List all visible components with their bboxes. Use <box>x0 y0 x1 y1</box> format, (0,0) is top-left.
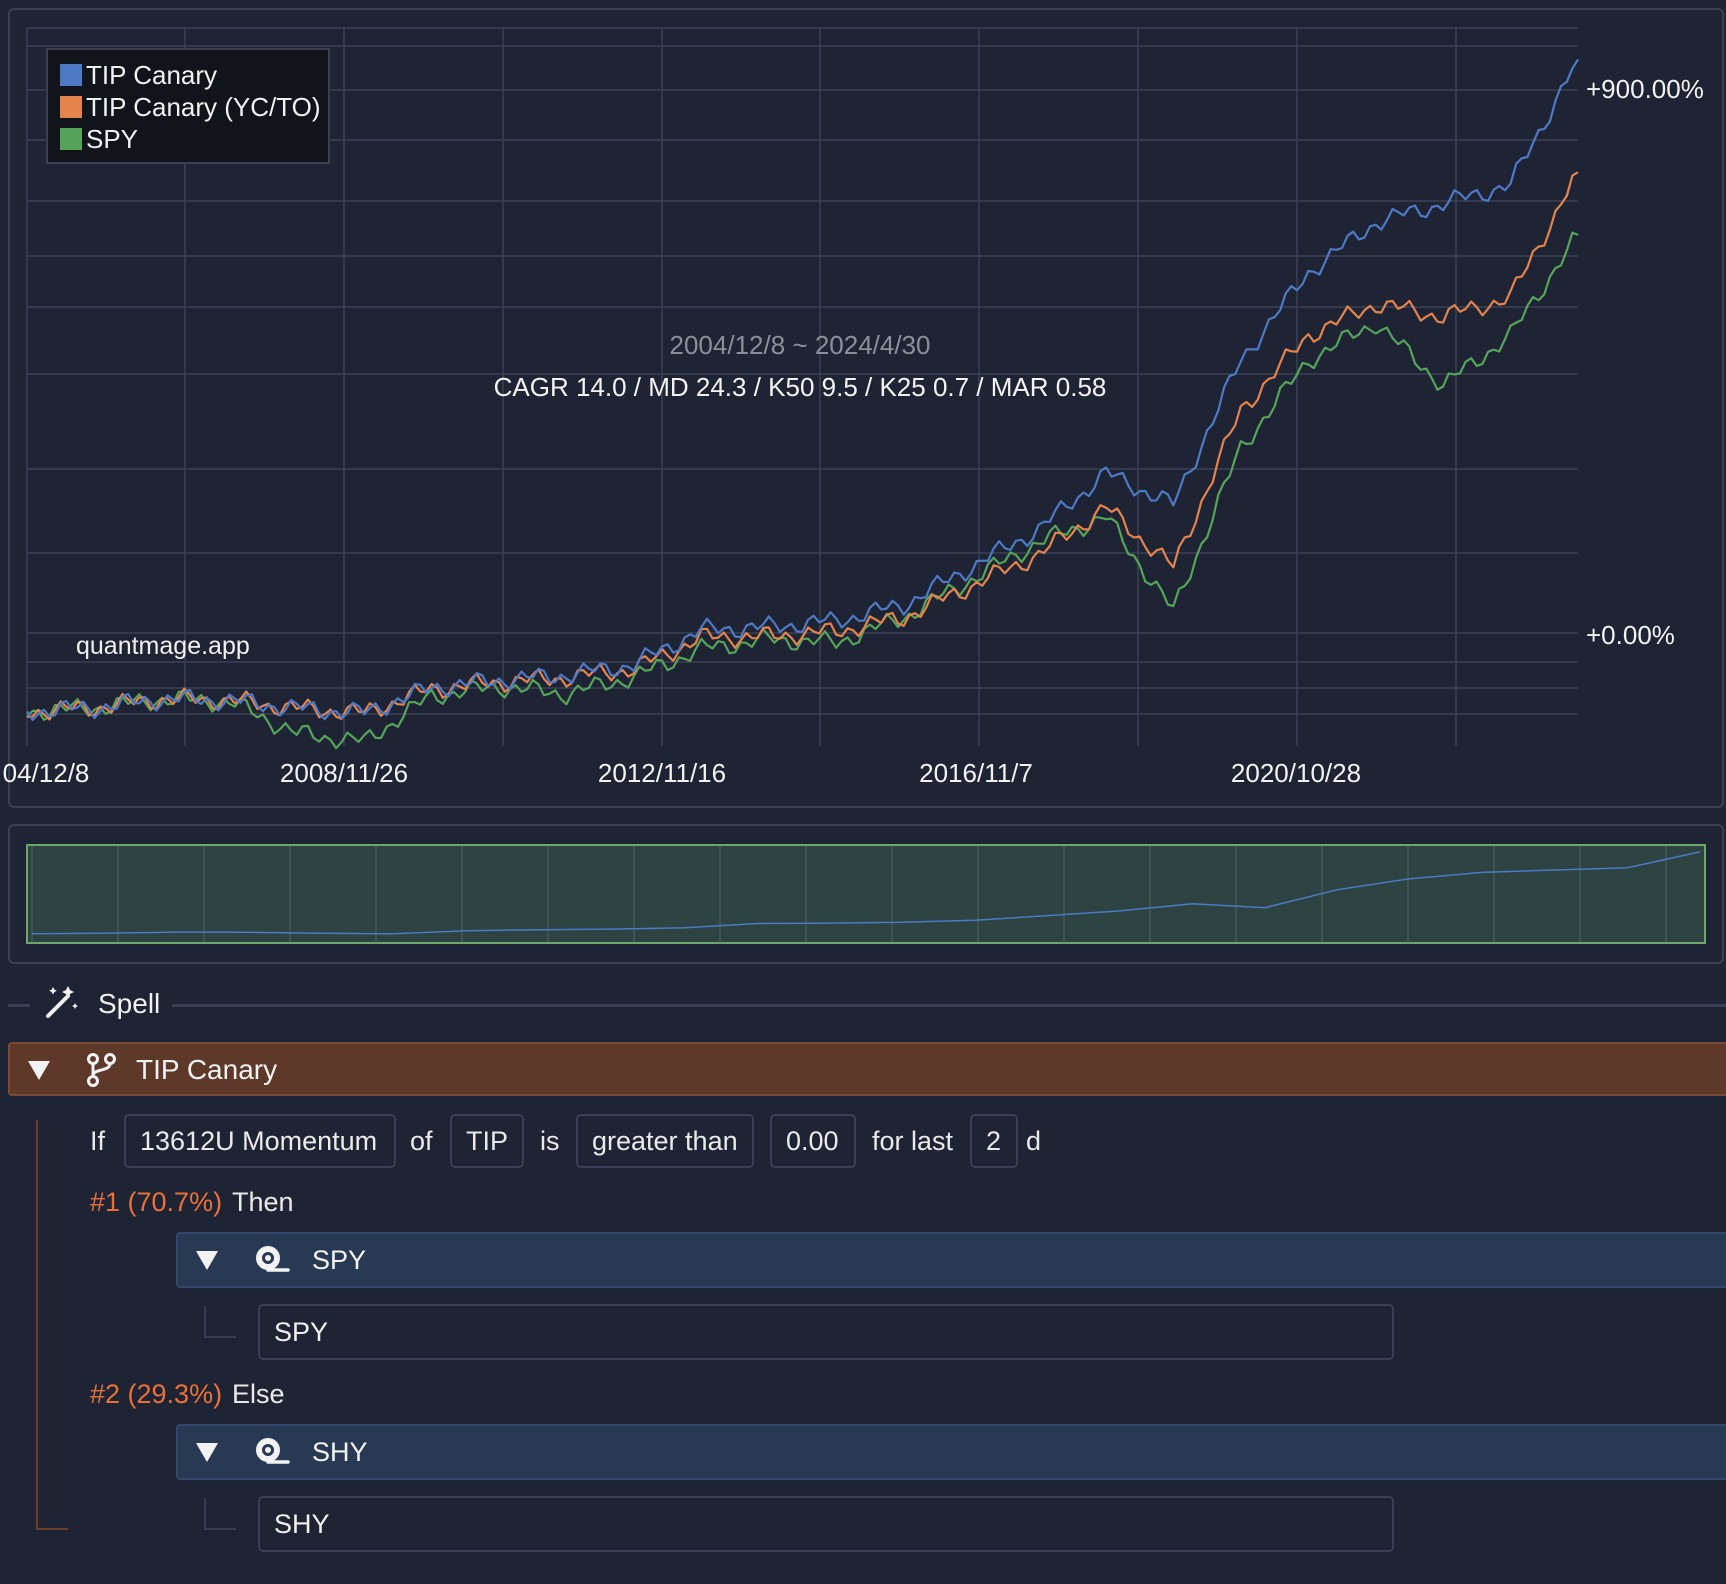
condition-node-header[interactable]: TIP Canary <box>8 1042 1726 1096</box>
is-keyword: is <box>540 1126 560 1156</box>
y-axis-label-top: +900.00% <box>1586 74 1704 104</box>
x-axis-label: 2012/11/16 <box>597 758 727 788</box>
if-keyword: If <box>90 1126 106 1156</box>
x-axis-label: 04/12/8 <box>2 758 90 788</box>
branch-icon <box>87 1053 116 1087</box>
spell-section-header: Spell <box>0 980 1726 1032</box>
legend-label: SPY <box>86 123 139 154</box>
legend-item-spy[interactable]: SPY <box>60 123 328 155</box>
divider <box>8 1004 30 1007</box>
chart-date-range: 2004/12/8 ~ 2024/4/30 <box>669 330 931 360</box>
asset-group-name: SPY <box>312 1245 367 1275</box>
ticker-field[interactable]: SHY <box>258 1496 1394 1552</box>
asset-icon <box>256 1246 290 1272</box>
chart-stats: CAGR 14.0 / MD 24.3 / K50 9.5 / K25 0.7 … <box>493 372 1107 402</box>
spell-title: Spell <box>98 988 161 1019</box>
of-keyword: of <box>410 1126 433 1156</box>
else-weight: #2 (29.3%) <box>90 1379 223 1409</box>
ticker-input[interactable]: TIP <box>450 1114 524 1168</box>
legend-label: TIP Canary (YC/TO) <box>86 91 321 122</box>
asset-group-header[interactable]: SPY <box>176 1232 1726 1288</box>
tree-connector <box>204 1306 236 1338</box>
magic-wand-icon <box>46 986 78 1018</box>
navigator-series-line <box>31 851 1701 935</box>
x-axis-label: 2008/11/26 <box>279 758 409 788</box>
x-axis-label: 2016/11/7 <box>919 758 1033 788</box>
legend-swatch <box>60 128 82 150</box>
condition-node-title: TIP Canary <box>136 1054 278 1085</box>
days-unit: d <box>1026 1126 1042 1156</box>
asset-group-header[interactable]: SHY <box>176 1424 1726 1480</box>
ticker-field[interactable]: SPY <box>258 1304 1394 1360</box>
chart-watermark: quantmage.app <box>76 632 250 660</box>
then-weight: #1 (70.7%) <box>90 1187 223 1217</box>
navigator-selection-window[interactable] <box>26 844 1706 944</box>
then-label: Then <box>232 1187 294 1217</box>
chart-series <box>26 58 1579 750</box>
y-axis-label-zero: +0.00% <box>1586 620 1675 650</box>
legend-swatch <box>60 64 82 86</box>
divider <box>172 1004 1726 1007</box>
chart-grid <box>26 27 1578 746</box>
else-label: Else <box>232 1379 285 1409</box>
collapse-triangle-icon[interactable] <box>196 1251 218 1270</box>
tree-connector <box>36 1120 68 1530</box>
navigator-preview <box>31 846 1701 942</box>
asset-group-name: SHY <box>312 1437 368 1467</box>
series-line-tip-canary-yc-to <box>27 171 1579 721</box>
indicator-select[interactable]: 13612U Momentum <box>124 1114 396 1168</box>
tree-connector <box>204 1498 236 1530</box>
legend-item-tip-canary[interactable]: TIP Canary <box>60 59 328 91</box>
legend-label: TIP Canary <box>86 59 218 90</box>
for-last-keyword: for last <box>872 1126 954 1156</box>
asset-icon <box>256 1438 290 1464</box>
collapse-triangle-icon[interactable] <box>196 1443 218 1462</box>
legend-item-tip-canary-yc-to[interactable]: TIP Canary (YC/TO) <box>60 91 328 123</box>
series-line-spy <box>26 231 1579 750</box>
comparator-select[interactable]: greater than <box>576 1114 754 1168</box>
days-input[interactable]: 2 <box>970 1114 1018 1168</box>
x-axis-label: 2020/10/28 <box>1230 758 1362 788</box>
chart-navigator <box>8 824 1724 964</box>
series-line-tip-canary <box>26 58 1579 722</box>
chart-legend: TIP Canary TIP Canary (YC/TO) SPY <box>46 48 330 164</box>
collapse-triangle-icon[interactable] <box>28 1061 50 1080</box>
navigator-grid <box>31 846 1667 942</box>
threshold-input[interactable]: 0.00 <box>770 1114 856 1168</box>
legend-swatch <box>60 96 82 118</box>
